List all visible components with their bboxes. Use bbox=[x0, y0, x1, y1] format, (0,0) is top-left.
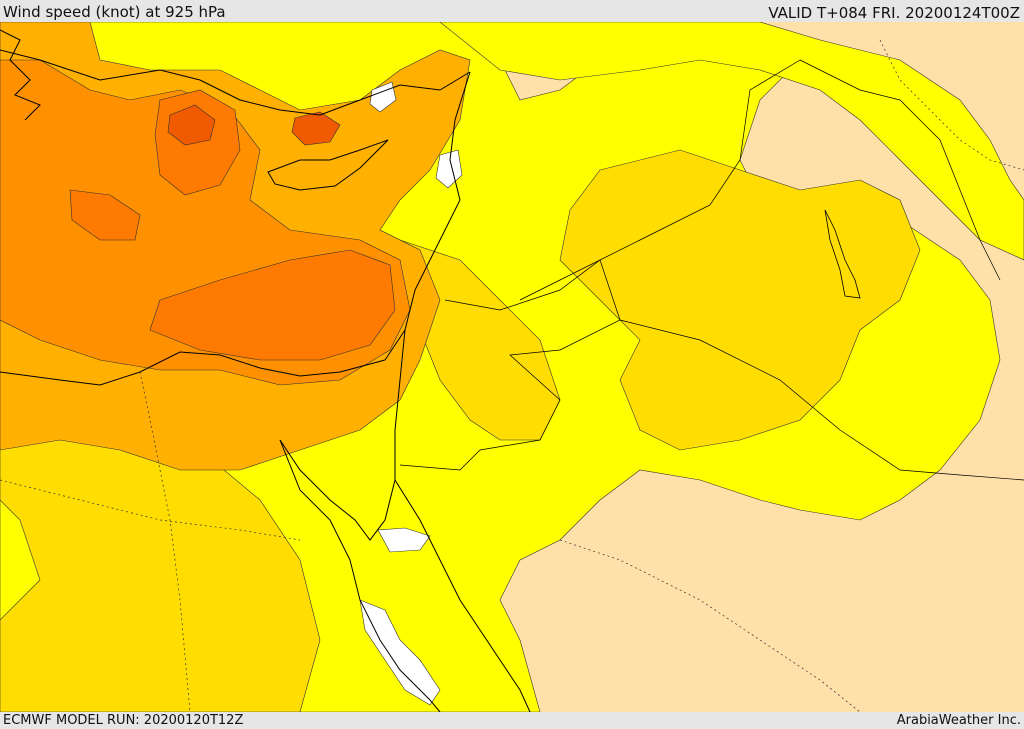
jordan-border bbox=[399, 259, 621, 471]
footer: ECMWF MODEL RUN: 20200120T12Z ArabiaWeat… bbox=[0, 712, 1024, 729]
wind-core-dark-orange-sea bbox=[149, 249, 396, 361]
model-run: ECMWF MODEL RUN: 20200120T12Z bbox=[3, 713, 244, 728]
calm-patch-red-sea bbox=[359, 599, 441, 706]
iraq-border bbox=[519, 59, 801, 301]
red-sea-coastline-west bbox=[279, 439, 441, 712]
aegean-coastline bbox=[0, 29, 41, 121]
wind-core-deep-orange-cyprus bbox=[291, 111, 341, 146]
wind-core-dark-orange-west bbox=[69, 189, 141, 241]
sinai-coastline bbox=[279, 329, 406, 541]
saudi-internal-border bbox=[559, 539, 861, 712]
tharthar-lake bbox=[824, 209, 861, 299]
egypt-border bbox=[139, 371, 191, 712]
wind-field-yellow-north bbox=[439, 22, 1024, 261]
red-sea-coastline-east bbox=[394, 479, 531, 712]
iraq-east-border bbox=[799, 59, 1001, 281]
header: Wind speed (knot) at 925 hPa VALID T+084… bbox=[0, 0, 1024, 22]
calm-patch-gulf bbox=[377, 527, 431, 553]
calm-patch-north bbox=[369, 81, 397, 113]
turkey-coastline bbox=[0, 49, 471, 116]
iran-internal-border bbox=[879, 39, 1024, 171]
wind-core-deep-orange bbox=[167, 104, 216, 146]
wind-field-gold-east bbox=[559, 149, 921, 451]
egypt-sudan-border bbox=[0, 479, 301, 541]
map-title: Wind speed (knot) at 925 hPa bbox=[3, 3, 226, 21]
levant-coastline bbox=[0, 71, 471, 386]
credit: ArabiaWeather Inc. bbox=[896, 713, 1021, 728]
cyprus-coastline bbox=[267, 139, 389, 191]
saudi-border bbox=[619, 319, 1024, 481]
wind-speed-map[interactable] bbox=[0, 22, 1024, 712]
valid-time: VALID T+084 FRI. 20200124T00Z bbox=[768, 4, 1020, 22]
